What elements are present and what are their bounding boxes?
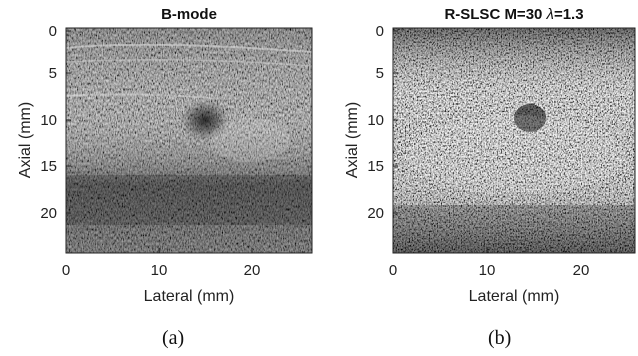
panel-a-title: B-mode <box>161 6 217 23</box>
y-tick-label: 10 <box>40 112 57 129</box>
panel-b-xlabel: Lateral (mm) <box>469 288 560 305</box>
y-tick-label: 0 <box>376 23 384 40</box>
x-tick-label: 0 <box>389 262 397 279</box>
panel-a: B-mode <box>17 6 313 305</box>
panel-b-y-axis: 0 5 10 15 20 Axial (mm) <box>344 23 398 222</box>
bmode-image <box>66 28 312 253</box>
panel-b: R-SLSC M=30 λ=1.3 0 5 <box>344 6 636 305</box>
panel-a-xlabel: Lateral (mm) <box>144 288 235 305</box>
y-tick-label: 10 <box>367 112 384 129</box>
y-tick-label: 15 <box>40 158 57 175</box>
x-tick-label: 10 <box>479 262 496 279</box>
x-tick-label: 0 <box>62 262 70 279</box>
y-tick-label: 20 <box>367 205 384 222</box>
panel-a-x-axis: 0 10 20 Lateral (mm) <box>62 248 261 305</box>
panel-b-title: R-SLSC M=30 λ=1.3 <box>444 6 583 23</box>
caption-b: (b) <box>488 327 512 349</box>
x-tick-label: 20 <box>573 262 590 279</box>
x-tick-label: 20 <box>244 262 261 279</box>
slsc-image <box>393 28 635 253</box>
panel-a-ylabel: Axial (mm) <box>17 102 34 178</box>
panel-a-y-axis: 0 5 10 15 20 Axial (mm) <box>17 23 71 222</box>
caption-a: (a) <box>162 327 185 349</box>
y-tick-label: 5 <box>49 65 57 82</box>
x-tick-label: 10 <box>151 262 168 279</box>
y-tick-label: 5 <box>376 65 384 82</box>
panel-b-ylabel: Axial (mm) <box>344 102 361 178</box>
panel-a-frame <box>65 27 313 254</box>
panel-b-frame <box>392 27 636 254</box>
y-tick-label: 15 <box>367 158 384 175</box>
y-tick-label: 0 <box>49 23 57 40</box>
panel-b-x-axis: 0 10 20 Lateral (mm) <box>389 248 590 305</box>
y-tick-label: 20 <box>40 205 57 222</box>
